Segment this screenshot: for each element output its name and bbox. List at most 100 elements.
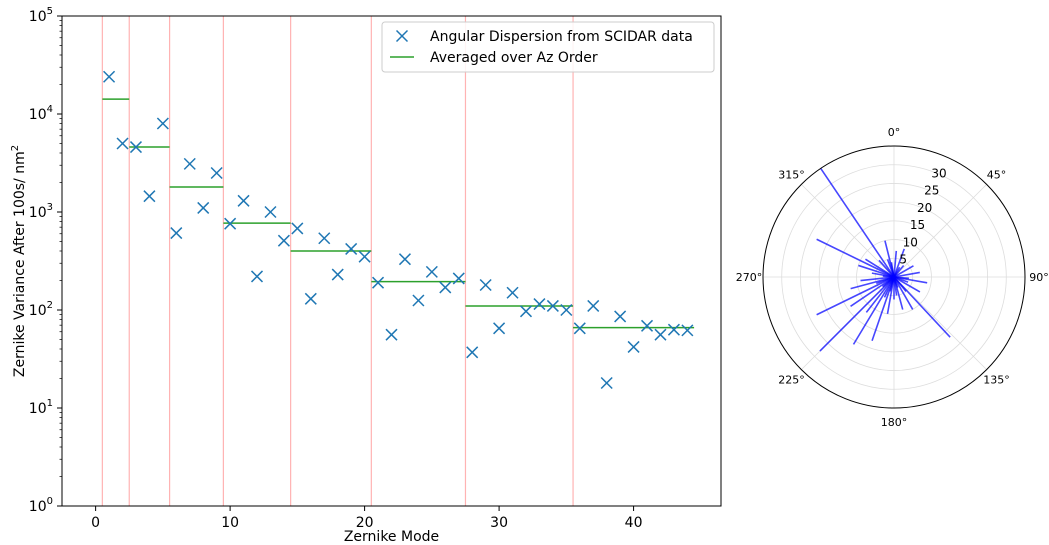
polar-vector xyxy=(889,276,895,292)
polar-vector xyxy=(865,258,895,278)
scatter-point xyxy=(304,292,317,305)
scatter-point xyxy=(156,117,169,130)
polar-vector xyxy=(893,276,921,293)
scatter-point xyxy=(210,166,223,180)
legend: Angular Dispersion from SCIDAR data Aver… xyxy=(381,21,715,73)
polar-theta-label: 135° xyxy=(983,374,1010,387)
polar-vector xyxy=(893,276,909,280)
scatter-point xyxy=(452,272,465,285)
x-tick-label: 0 xyxy=(91,515,100,531)
polar-vector xyxy=(893,266,901,278)
scatter-point xyxy=(129,141,142,154)
y-axis-ticks: 100 101 102 103 104 105 xyxy=(29,6,62,515)
scatter-point xyxy=(372,276,385,289)
legend-label-scatter: Angular Dispersion from SCIDAR data xyxy=(430,29,693,45)
scatter-point xyxy=(533,298,546,311)
x-tick-label: 20 xyxy=(356,515,374,531)
scatter-point xyxy=(681,324,694,337)
polar-vectors xyxy=(816,167,951,352)
scatter-point xyxy=(197,201,210,214)
scatter-point xyxy=(479,278,492,292)
y-tick-label: 103 xyxy=(29,202,53,221)
polar-r-label: 15 xyxy=(910,218,925,232)
scatter-point xyxy=(331,268,344,281)
scatter-point xyxy=(560,303,573,317)
scatter-point xyxy=(439,281,452,294)
scatter-point xyxy=(143,190,156,203)
scatter-point xyxy=(412,294,425,307)
scatter-point xyxy=(641,319,654,332)
polar-theta-label: 270° xyxy=(736,271,763,284)
scatter-point xyxy=(345,242,358,255)
polar-vector xyxy=(860,276,895,282)
polar-vector xyxy=(893,276,907,292)
x-axis-ticks: 0 10 20 30 40 xyxy=(91,506,642,531)
scatter-point xyxy=(250,270,264,283)
polar-r-label: 10 xyxy=(903,235,918,249)
polar-frame xyxy=(762,145,1026,409)
scatter-point xyxy=(224,217,237,230)
polar-theta-labels: 0° 45° 90° 135° 180° 225° 270° 315° xyxy=(736,126,1049,429)
y-axis-label-text: Zernike Variance After 100s/ nm xyxy=(12,151,28,377)
scatter-point xyxy=(587,299,600,312)
polar-vector xyxy=(858,264,895,278)
plot-area xyxy=(62,16,721,506)
polar-vector xyxy=(820,167,895,278)
y-tick-label: 101 xyxy=(29,398,53,417)
scatter-point xyxy=(546,299,559,312)
polar-vector xyxy=(878,259,895,278)
y-tick-label: 100 xyxy=(29,496,53,515)
polar-r-label: 5 xyxy=(899,253,907,267)
x-axis-label: Zernike Mode xyxy=(344,529,439,545)
scatter-point xyxy=(277,234,290,247)
polar-vector xyxy=(893,250,898,278)
scatter-point xyxy=(600,376,613,390)
polar-vector xyxy=(865,276,895,313)
polar-vector xyxy=(876,276,895,285)
y-axis-label: Zernike Variance After 100s/ nm2 xyxy=(10,145,28,377)
legend-box xyxy=(381,21,715,73)
averaged-step-series xyxy=(102,98,695,329)
polar-r-label: 20 xyxy=(917,201,932,215)
scatter-point xyxy=(358,250,371,263)
scatter-point xyxy=(654,328,667,341)
scatter-point xyxy=(667,323,680,336)
scatter-point xyxy=(385,328,398,341)
y-tick-label: 105 xyxy=(29,6,53,25)
scatter-point xyxy=(318,232,331,245)
y-tick-label: 104 xyxy=(29,104,53,123)
scatter-point xyxy=(519,305,533,318)
x-tick-label: 30 xyxy=(490,515,508,531)
scatter-point xyxy=(493,322,506,335)
polar-chart: 0° 45° 90° 135° 180° 225° 270° 315° 5 10 15 20 25 30 xyxy=(736,126,1049,429)
polar-vector xyxy=(850,276,895,307)
polar-vector xyxy=(816,276,895,316)
polar-vector xyxy=(819,276,895,352)
polar-vector xyxy=(893,271,920,278)
scatter-point xyxy=(116,137,129,150)
scatter-point xyxy=(237,194,250,207)
polar-theta-gridline xyxy=(893,184,987,278)
scatter-point xyxy=(614,310,627,323)
polar-vector xyxy=(816,238,895,278)
scatter-point xyxy=(425,265,438,278)
y-axis-label-sup: 2 xyxy=(10,145,21,151)
polar-vector xyxy=(893,265,914,278)
x-tick-label: 40 xyxy=(625,515,643,531)
x-tick-label: 10 xyxy=(221,515,239,531)
polar-vector xyxy=(882,275,895,278)
polar-vector xyxy=(893,276,899,288)
scatter-point xyxy=(627,340,640,353)
scatter-point xyxy=(183,157,196,170)
polar-vector xyxy=(852,276,895,345)
legend-marker-x xyxy=(395,29,409,43)
scatter-series xyxy=(103,70,694,390)
scatter-chart: 0 10 20 30 40 100 101 102 103 104 105 Zernike Mod… xyxy=(10,6,722,545)
scatter-point xyxy=(398,253,411,266)
polar-theta-label: 0° xyxy=(888,126,901,139)
polar-vector xyxy=(893,248,905,278)
scatter-point xyxy=(573,322,586,335)
y-tick-label: 102 xyxy=(29,300,53,319)
polar-theta-gridline xyxy=(801,184,895,278)
